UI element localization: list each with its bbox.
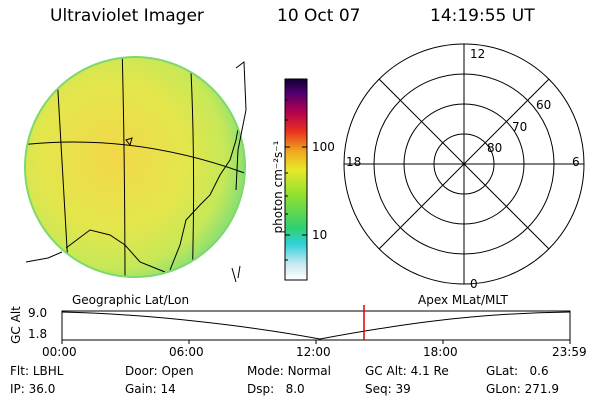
time-tick-1800: 18:00 xyxy=(423,345,458,359)
status-gc-alt: GC Alt: 4.1 Re xyxy=(365,364,449,378)
time-tick-0600: 06:00 xyxy=(169,345,204,359)
colorbar-tick-10: 10 xyxy=(312,228,328,242)
lat-label-80: 80 xyxy=(487,141,503,155)
status-ip: IP: 36.0 xyxy=(10,382,56,396)
colorbar-unit-label: photon cm⁻²s⁻¹ xyxy=(271,140,285,234)
polar-diagonal xyxy=(378,78,550,250)
uv-image-disk xyxy=(24,56,247,283)
altitude-ylabel: GC Alt xyxy=(9,306,23,344)
status-seq: Seq: 39 xyxy=(365,382,411,396)
apex-label: Apex MLat/MLT xyxy=(418,293,508,307)
altitude-ytick-1-8: 1.8 xyxy=(28,327,48,341)
instrument-title: Ultraviolet Imager xyxy=(50,6,204,26)
status-dsp: Dsp: 8.0 xyxy=(247,382,305,396)
polar-plot xyxy=(343,43,585,285)
status-gain: Gain: 14 xyxy=(125,382,176,396)
observation-date: 10 Oct 07 xyxy=(277,6,361,26)
coastline xyxy=(65,229,166,273)
coastline xyxy=(125,137,133,147)
status-glon: GLon: 271.9 xyxy=(486,382,559,396)
mlt-label-0: 0 xyxy=(470,277,478,291)
altitude-ytick-9: 9.0 xyxy=(28,306,48,320)
time-tick-2359: 23:59 xyxy=(552,345,587,359)
mlt-label-6: 6 xyxy=(572,155,580,169)
time-tick-0000: 00:00 xyxy=(42,345,77,359)
altitude-plot xyxy=(61,305,571,344)
color-scale-bar xyxy=(284,78,308,281)
mlt-label-18: 18 xyxy=(346,155,362,169)
time-tick-1200: 12:00 xyxy=(296,345,331,359)
colorbar-tick-100: 100 xyxy=(312,140,335,154)
observation-time: 14:19:55 UT xyxy=(430,6,535,26)
lat-label-70: 70 xyxy=(512,120,528,134)
longitude-line xyxy=(121,58,126,276)
geographic-label: Geographic Lat/Lon xyxy=(72,293,190,307)
status-glat: GLat: 0.6 xyxy=(486,364,549,378)
mlt-label-12: 12 xyxy=(470,47,486,61)
altitude-curve xyxy=(61,311,571,340)
latitude-line xyxy=(26,141,244,176)
longitude-line xyxy=(189,58,195,276)
status-flt: Flt: LBHL xyxy=(10,364,64,378)
coastline xyxy=(169,117,241,271)
status-door: Door: Open xyxy=(125,364,194,378)
status-mode: Mode: Normal xyxy=(247,364,331,378)
lat-label-60: 60 xyxy=(536,98,552,112)
